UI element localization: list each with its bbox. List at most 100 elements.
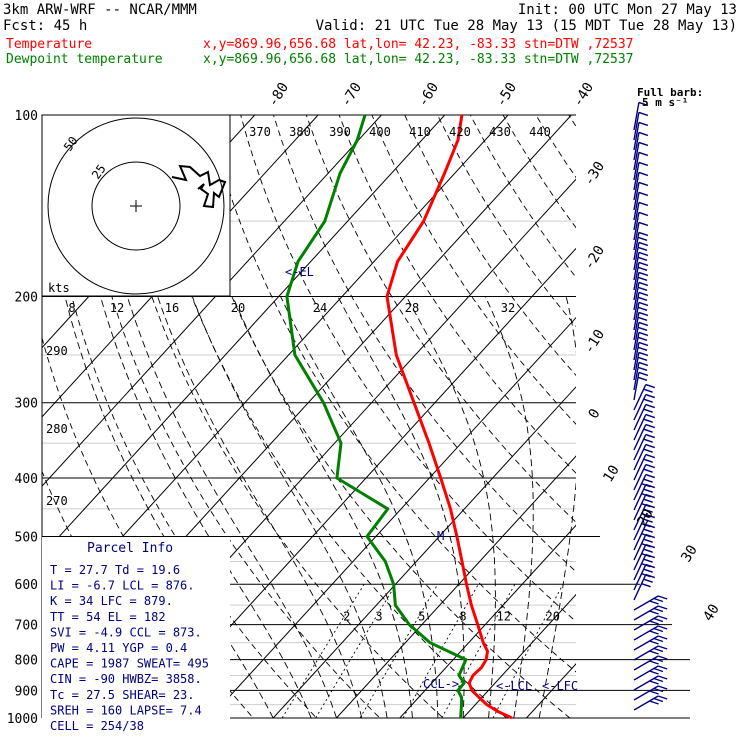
profile-lines bbox=[285, 114, 513, 720]
moist-adiabat bbox=[337, 296, 465, 718]
wind-barb-flag bbox=[645, 513, 656, 519]
barb-legend-title: Full barb: bbox=[637, 86, 703, 99]
wind-barb-flag bbox=[637, 326, 648, 331]
moist-adiabat bbox=[538, 296, 576, 718]
dry-adiabat bbox=[76, 115, 381, 718]
wind-barb-flag bbox=[643, 478, 653, 483]
wind-barb-shaft bbox=[633, 152, 640, 181]
wind-barb-flag bbox=[649, 660, 659, 665]
wind-barb-shaft bbox=[633, 312, 640, 341]
isotherm-label: -20 bbox=[581, 243, 608, 273]
wind-barb-shaft bbox=[633, 242, 640, 271]
wind-barb-flag bbox=[657, 605, 668, 610]
temperature-legend: Temperature bbox=[6, 37, 92, 52]
valid-time: Valid: 21 UTC Tue 28 May 13 (15 MDT Tue … bbox=[316, 18, 737, 34]
wind-barb-flag bbox=[638, 181, 649, 187]
mixing-ratio-label: 8 bbox=[459, 610, 466, 624]
pressure-label: 900 bbox=[15, 684, 38, 699]
mixing-ratio-label: 5 bbox=[418, 610, 425, 624]
wind-barb-flag bbox=[657, 655, 668, 660]
wind-barb-flag bbox=[645, 503, 656, 509]
theta-label: 280 bbox=[46, 422, 68, 436]
m-marker: M bbox=[437, 529, 444, 543]
wind-barb-flag bbox=[643, 458, 653, 463]
wind-barb-flag bbox=[657, 645, 668, 650]
parcel-line: Tc = 27.5 SHEAR= 23. bbox=[50, 688, 195, 702]
barb-legend-units: 5 m s⁻¹ bbox=[642, 96, 688, 109]
dry-adiabat bbox=[700, 115, 740, 731]
wind-barb-flag bbox=[638, 251, 649, 257]
wind-barb-flag bbox=[637, 346, 648, 351]
dry-adiabat bbox=[602, 115, 740, 731]
wind-barb-shaft bbox=[633, 272, 640, 301]
wind-barb-flag bbox=[645, 413, 656, 419]
wind-barb-flag bbox=[657, 625, 668, 630]
dry-adiabat bbox=[207, 115, 576, 673]
speed-tick-label: 32 bbox=[501, 301, 515, 315]
dry-adiabat bbox=[502, 115, 576, 229]
wind-barb-flag bbox=[643, 388, 653, 393]
dry-adiabat bbox=[240, 115, 576, 623]
pressure-label: 200 bbox=[15, 291, 38, 306]
wind-barb-shaft bbox=[633, 282, 640, 311]
dry-adiabat bbox=[305, 115, 576, 523]
wind-barb-flag bbox=[638, 111, 649, 117]
theta-label: 270 bbox=[46, 494, 68, 508]
wind-barb-flag bbox=[637, 246, 648, 251]
temperature-station-info: x,y=869.96,656.68 lat,lon= 42.23, -83.33… bbox=[203, 37, 633, 52]
wind-barb-flag bbox=[657, 635, 668, 640]
dry-adiabat bbox=[404, 115, 576, 376]
wind-barb-shaft bbox=[633, 212, 640, 241]
wind-barb-shaft bbox=[633, 332, 640, 361]
dry-adiabat bbox=[174, 115, 571, 718]
wind-barb-flag bbox=[653, 697, 664, 703]
wind-barb-flag bbox=[638, 201, 649, 207]
parcel-line: LI = -6.7 LCL = 876. bbox=[50, 579, 195, 593]
wind-barb-flag bbox=[645, 403, 656, 409]
dry-adiabat bbox=[273, 115, 576, 573]
wind-barb-flag bbox=[643, 578, 653, 583]
wind-barb-flag bbox=[637, 316, 648, 321]
wind-barb-shaft bbox=[633, 122, 640, 151]
isotherm-line bbox=[0, 115, 1, 718]
parcel-line: CAPE = 1987 SWEAT= 495 bbox=[50, 657, 209, 671]
moist-adiabat bbox=[191, 296, 388, 718]
hodograph-ring-label: 50 bbox=[61, 134, 81, 154]
wind-barb-flag bbox=[638, 211, 649, 217]
wind-barb-flag bbox=[643, 438, 653, 443]
wind-barb-flag bbox=[638, 161, 649, 167]
wind-barb-flag bbox=[645, 463, 656, 469]
parcel-line: PW = 4.11 YGP = 0.4 bbox=[50, 641, 187, 655]
wind-barb-flag bbox=[638, 311, 649, 317]
wind-barb-flag bbox=[649, 630, 659, 635]
isotherm-line bbox=[272, 386, 576, 718]
isotherm-label: -70 bbox=[338, 80, 365, 110]
wind-barb-shaft bbox=[633, 112, 640, 141]
wind-barb-shaft bbox=[633, 372, 640, 401]
wind-barb-flag bbox=[637, 356, 648, 361]
wind-barb-shaft bbox=[633, 142, 640, 171]
el-marker: <-EL bbox=[285, 265, 314, 279]
theta-e-label: 430 bbox=[489, 125, 511, 139]
isotherm-line bbox=[526, 663, 576, 718]
mixing-ratio-line bbox=[315, 583, 397, 718]
wind-barb-flag bbox=[638, 121, 649, 127]
isotherm-label: -50 bbox=[493, 80, 520, 110]
dewpoint-legend: Dewpoint temperature bbox=[6, 52, 163, 67]
wind-barb-shaft bbox=[633, 292, 640, 321]
wind-barb-flag bbox=[645, 533, 656, 539]
parcel-panel-bg bbox=[42, 537, 230, 727]
wind-barb-flag bbox=[638, 281, 649, 287]
wind-barb-flag bbox=[645, 453, 656, 459]
isotherm-line bbox=[146, 247, 576, 718]
theta-e-label: 420 bbox=[449, 125, 471, 139]
wind-barb-flag bbox=[657, 685, 668, 690]
wind-barb-flag bbox=[657, 695, 668, 700]
wind-barb-flag bbox=[645, 433, 656, 439]
wind-barb-flag bbox=[649, 650, 659, 655]
wind-barb-flag bbox=[643, 528, 653, 533]
dry-adiabat bbox=[667, 115, 740, 731]
wind-barb-flag bbox=[637, 376, 648, 381]
wind-barb-flag bbox=[638, 291, 649, 297]
wind-barb-shaft bbox=[633, 262, 640, 291]
